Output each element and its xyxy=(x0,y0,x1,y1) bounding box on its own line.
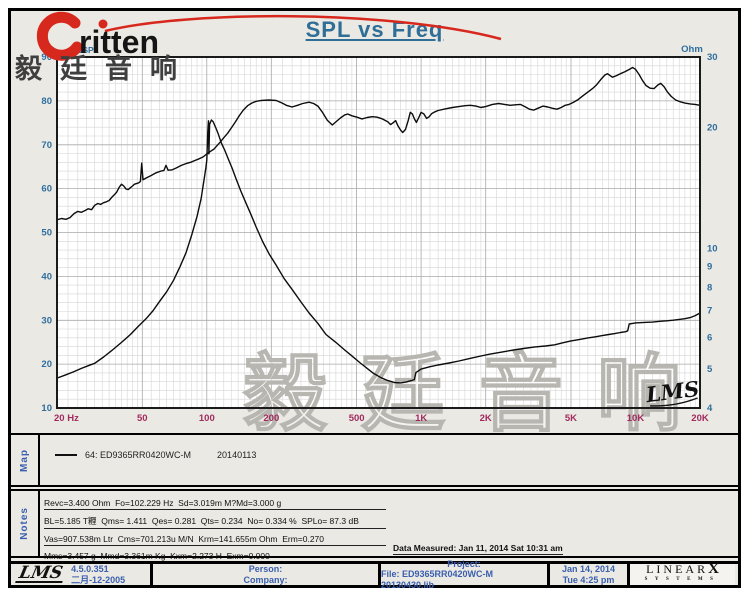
map-side-cell: Map xyxy=(11,435,40,485)
svg-text:5K: 5K xyxy=(565,413,577,424)
curve-right xyxy=(56,119,701,384)
svg-text:4: 4 xyxy=(707,403,713,414)
svg-text:5: 5 xyxy=(707,364,713,375)
svg-text:10: 10 xyxy=(41,403,52,414)
svg-text:50: 50 xyxy=(41,228,52,239)
systems-label: SYSTEMS xyxy=(644,577,721,582)
lms-logo: LMS xyxy=(15,563,66,583)
curve-left xyxy=(56,66,701,221)
brand-cn-text: 毅廷音响 xyxy=(15,54,195,84)
notes-side-cell: Notes xyxy=(11,491,40,556)
svg-text:60: 60 xyxy=(41,184,52,195)
company-label: Company: xyxy=(243,574,288,585)
curve-legend: 64: ED9365RR0420WC-M 20140113 xyxy=(55,450,256,460)
svg-text:20K: 20K xyxy=(691,413,709,424)
map-panel: Map 64: ED9365RR0420WC-M 20140113 xyxy=(11,433,738,487)
notes-side-label: Notes xyxy=(19,507,30,540)
footer-date: Jan 14, 2014 xyxy=(561,564,616,574)
legend-date: 20140113 xyxy=(217,450,257,460)
data-measured: Data Measured: Jan 11, 2014 Sat 10:31 am xyxy=(393,543,563,555)
svg-text:6: 6 xyxy=(707,332,712,343)
page-title: SPL vs Freq xyxy=(305,17,444,42)
notes-line-2: BL=5.185 T糎 Qms= 1.411 Qes= 0.281 Qts= 0… xyxy=(44,515,386,529)
svg-text:100: 100 xyxy=(199,413,215,424)
footer-bar: LMS 4.5.0.351 二月-12-2005 Person: Company… xyxy=(11,559,738,590)
notes-panel: Notes Revc=3.400 Ohm Fo=102.229 Hz Sd=3.… xyxy=(11,489,738,563)
svg-text:2K: 2K xyxy=(480,413,492,424)
linearx-text: LINEAR xyxy=(646,562,709,576)
chart-area: 毅廷音响 90 80 70 60 50 40 30 20 10 30 20 10 9 8 7 6 5 4 20 Hz 5… xyxy=(11,11,738,442)
svg-text:20: 20 xyxy=(707,123,718,134)
svg-text:9: 9 xyxy=(707,262,712,273)
svg-text:500: 500 xyxy=(349,413,365,424)
svg-text:30: 30 xyxy=(41,315,52,326)
svg-text:200: 200 xyxy=(263,413,279,424)
map-side-label: Map xyxy=(19,448,30,472)
svg-text:30: 30 xyxy=(707,52,718,63)
chart-watermark: 毅廷音响 xyxy=(243,347,715,433)
y-left-unit: dBSPL xyxy=(71,45,99,55)
svg-text:20 Hz: 20 Hz xyxy=(54,413,79,424)
svg-text:70: 70 xyxy=(41,140,52,151)
legend-line-swatch xyxy=(55,454,77,456)
footer-cell-date: Jan 14, 2014 Tue 4:25 pm xyxy=(547,564,627,585)
notes-line-1: Revc=3.400 Ohm Fo=102.229 Hz Sd=3.019m M… xyxy=(44,498,386,510)
svg-text:20: 20 xyxy=(41,359,52,370)
footer-cell-person: Person: Company: xyxy=(150,564,378,585)
version-text: 4.5.0.351 xyxy=(71,564,109,574)
legend-text: 64: ED9365RR0420WC-M xyxy=(85,450,192,460)
y-right-unit: Ohm xyxy=(681,44,703,55)
svg-text:10K: 10K xyxy=(627,413,645,424)
svg-text:40: 40 xyxy=(41,271,52,282)
person-label: Person: xyxy=(248,564,283,574)
footer-cell-linearx: LINEARX SYSTEMS xyxy=(627,561,735,585)
version-date: 二月-12-2005 xyxy=(71,574,126,585)
svg-text:7: 7 xyxy=(707,306,712,317)
footer-cell-version: LMS 4.5.0.351 二月-12-2005 xyxy=(11,563,150,585)
file-label: File: ED9365RR0420WC-M 20130430.lib xyxy=(381,569,494,590)
svg-text:50: 50 xyxy=(137,413,148,424)
notes-line-3: Vas=907.538m Ltr Cms=701.213u M/N Krm=14… xyxy=(44,534,386,546)
linearx-logo: LINEARX SYSTEMS xyxy=(644,561,721,585)
ts-parameters: Revc=3.400 Ohm Fo=102.229 Hz Sd=3.019m M… xyxy=(44,498,386,568)
page-frame: 毅廷音响 90 80 70 60 50 40 30 20 10 30 20 10 9 8 7 6 5 4 20 Hz 5… xyxy=(8,8,741,590)
svg-text:8: 8 xyxy=(707,282,712,293)
footer-cell-project: Project: File: ED9365RR0420WC-M 20130430… xyxy=(378,559,547,590)
svg-text:80: 80 xyxy=(41,96,52,107)
svg-text:10: 10 xyxy=(707,243,718,254)
linearx-x: X xyxy=(708,561,719,577)
svg-text:1K: 1K xyxy=(415,413,427,424)
project-label: Project: xyxy=(447,558,481,569)
footer-time: Tue 4:25 pm xyxy=(562,574,615,585)
